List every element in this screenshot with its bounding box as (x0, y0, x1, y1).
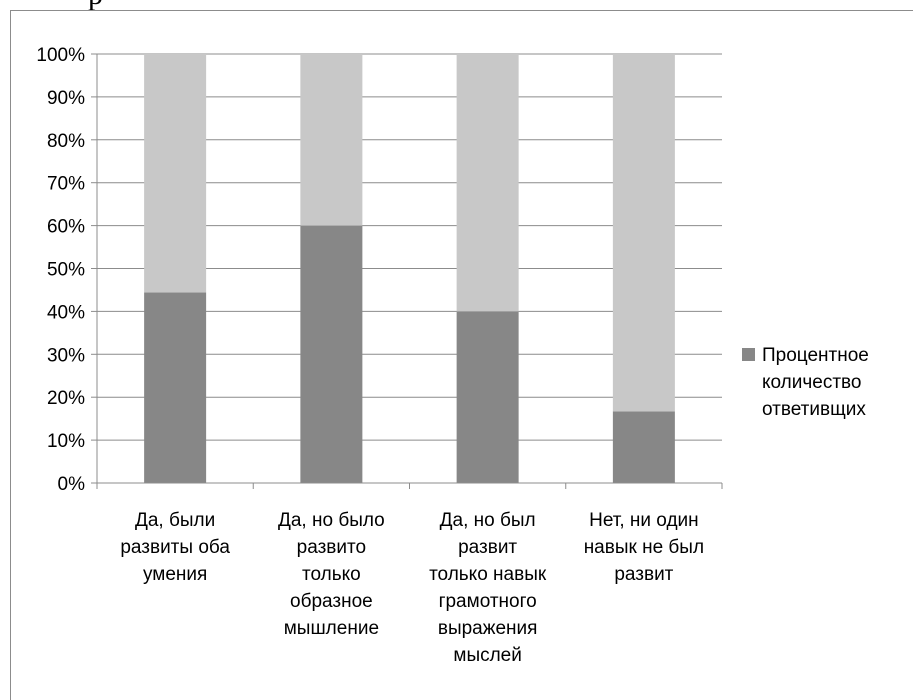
category-label: Да, но было развито только образное мышление (278, 510, 385, 639)
y-tick-label: 50% (47, 260, 85, 281)
y-tick-label: 90% (47, 88, 85, 109)
category-label-line: развито (297, 537, 366, 558)
category-label-line: развит (458, 537, 517, 558)
bar-segment-series-1 (456, 311, 519, 483)
legend-label: Процентное количество ответивщих (762, 345, 869, 420)
bar-segment-series-1 (612, 411, 675, 483)
y-tick-label: 10% (47, 431, 85, 452)
axes (91, 53, 723, 489)
legend-label-line: Процентное (762, 345, 869, 366)
y-tick-label: 30% (47, 345, 85, 366)
category-label-line: только навык (429, 564, 547, 585)
category-label-line: грамотного (439, 591, 537, 612)
y-tick-label: 70% (47, 174, 85, 195)
category-label-line: навык не был (584, 537, 704, 558)
bar-segment-series-2 (456, 54, 519, 312)
bar-segment-series-2 (612, 54, 675, 412)
y-tick-label: 60% (47, 217, 85, 238)
page-text-fragment: р (88, 0, 103, 12)
category-label-line: Нет, ни один (589, 510, 699, 531)
legend-swatch (742, 348, 755, 361)
category-label: Нет, ни один навык не был развит (584, 510, 704, 585)
y-tick-labels: 0% 10% 20% 30% 40% 50% 60% 70% 80% 90% 100% (36, 45, 85, 495)
category-label-line: Да, но был (440, 510, 536, 531)
y-tick-label: 20% (47, 388, 85, 409)
category-label-line: Да, но было (278, 510, 385, 531)
category-label-line: развиты оба (120, 537, 230, 558)
category-labels: Да, были развиты оба умения Да, но было разв… (120, 510, 704, 666)
bar-segment-series-2 (144, 54, 207, 293)
legend-label-line: ответивщих (762, 399, 866, 420)
y-tick-label: 100% (36, 45, 85, 66)
category-label-line: выражения (438, 618, 538, 639)
category-label-line: Да, были (135, 510, 215, 531)
category-label-line: умения (143, 564, 207, 585)
category-label-line: мышление (284, 618, 379, 639)
bar-segment-series-1 (300, 225, 363, 483)
legend: Процентное количество ответивщих (742, 345, 869, 420)
category-label: Да, были развиты оба умения (120, 510, 230, 585)
legend-label-line: количество (762, 372, 862, 393)
category-label-line: развит (614, 564, 673, 585)
bars (144, 54, 675, 483)
category-label: Да, но был развит только навык грамотного вы… (429, 510, 547, 666)
chart-frame (10, 10, 913, 700)
bar-segment-series-2 (300, 54, 363, 226)
bar-segment-series-1 (144, 292, 207, 483)
y-tick-label: 0% (58, 474, 86, 495)
category-label-line: только (302, 564, 361, 585)
y-tick-label: 80% (47, 131, 85, 152)
category-label-line: образное (290, 591, 373, 612)
category-label-line: мыслей (453, 645, 522, 666)
y-tick-label: 40% (47, 302, 85, 323)
